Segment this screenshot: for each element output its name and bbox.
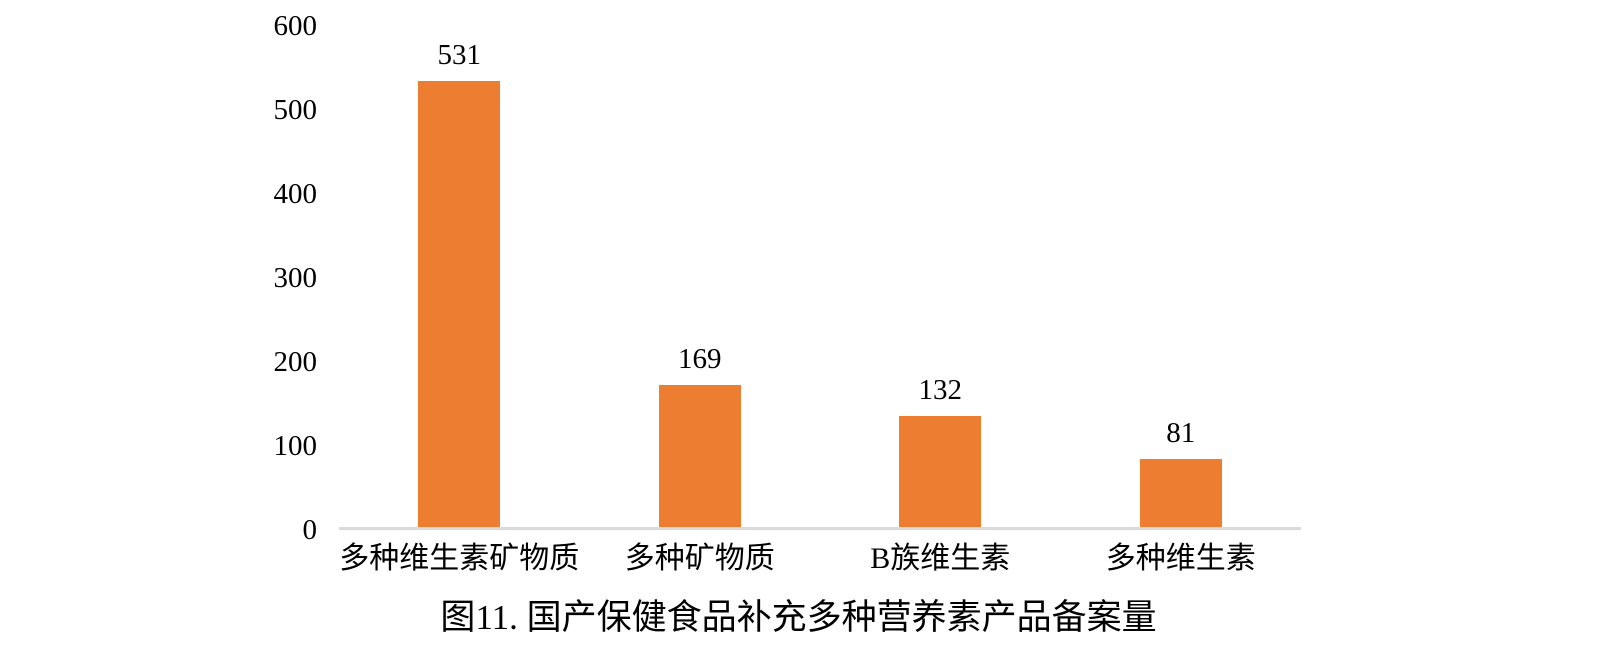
bar	[899, 416, 982, 527]
y-tick-label: 100	[273, 430, 318, 462]
bar-group: 531	[339, 26, 580, 527]
bar-group: 132	[820, 26, 1061, 527]
x-category-label: B族维生素	[870, 542, 1011, 575]
x-category-label: 多种矿物质	[624, 542, 775, 575]
y-tick-label: 300	[273, 262, 318, 294]
y-tick-label: 500	[273, 94, 318, 126]
bar-value-label: 132	[918, 374, 963, 406]
x-axis: 多种维生素矿物质 多种矿物质 B族维生素 多种维生素	[339, 541, 1301, 577]
y-tick-label: 400	[273, 178, 318, 210]
y-tick-label: 0	[302, 514, 318, 546]
plot-area: 531 169 132 81	[339, 26, 1301, 530]
bar-group: 169	[580, 26, 821, 527]
chart-title: 图11. 国产保健食品补充多种营养素产品备案量	[440, 598, 1157, 637]
bar	[1139, 459, 1222, 527]
bar	[418, 81, 501, 527]
bar	[658, 385, 741, 527]
x-category-label: 多种维生素矿物质	[339, 542, 580, 575]
y-axis: 0 100 200 300 400 500 600	[0, 0, 320, 651]
y-tick-label: 600	[273, 10, 318, 42]
bar-value-label: 169	[678, 343, 722, 375]
y-tick-label: 200	[273, 346, 318, 378]
bar-group: 81	[1061, 26, 1302, 527]
bar-value-label: 531	[437, 39, 482, 71]
x-category-label: 多种维生素	[1105, 542, 1256, 575]
bar-value-label: 81	[1166, 417, 1196, 449]
